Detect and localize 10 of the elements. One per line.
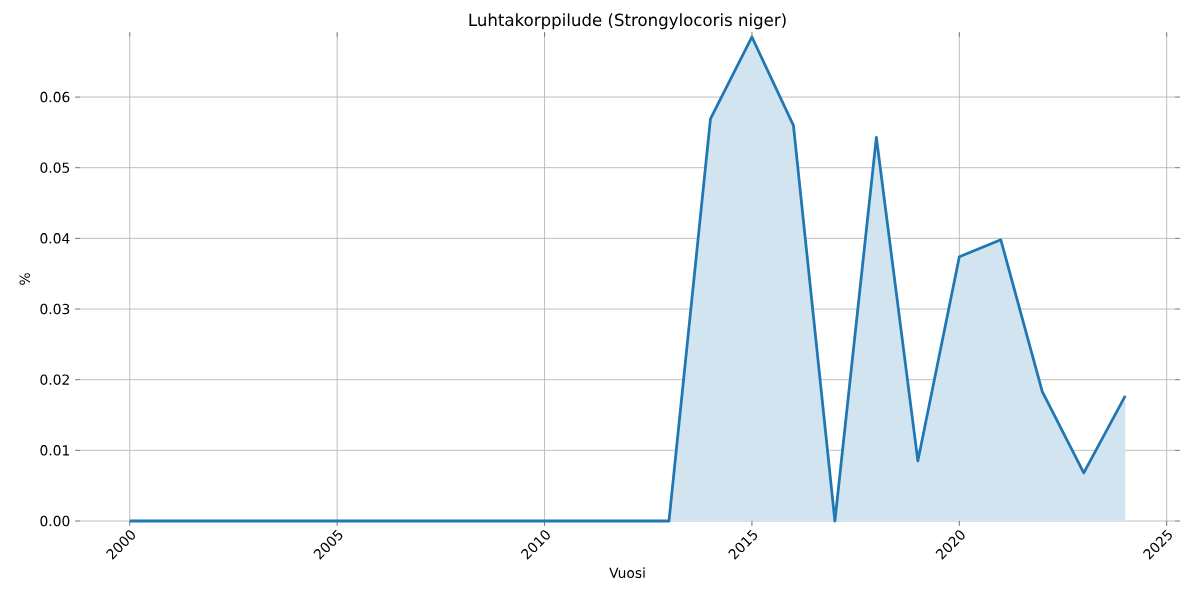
chart-title: Luhtakorppilude (Strongylocoris niger) <box>469 13 786 30</box>
y-tick-label: 0.06 <box>40 91 70 103</box>
y-tick-label: 0.04 <box>40 233 70 244</box>
y-tick-label: 0.01 <box>40 445 69 456</box>
y-tick-label: 0.05 <box>40 162 70 173</box>
y-axis-title: % <box>19 273 30 285</box>
y-tick-label: 0.02 <box>40 374 69 385</box>
x-axis-title: Vuosi <box>609 567 645 579</box>
y-tick-label: 0.03 <box>40 303 70 315</box>
y-tick-label: 0.00 <box>40 515 70 527</box>
